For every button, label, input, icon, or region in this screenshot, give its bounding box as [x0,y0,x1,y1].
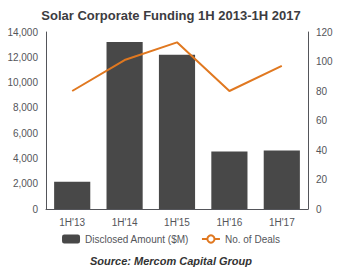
svg-text:40: 40 [316,145,328,156]
svg-text:Solar Corporate Funding 1H 201: Solar Corporate Funding 1H 2013-1H 2017 [41,8,300,23]
svg-text:1H'14: 1H'14 [112,217,138,228]
svg-text:0: 0 [32,204,38,215]
svg-text:10,000: 10,000 [7,77,38,88]
svg-text:14,000: 14,000 [7,27,38,38]
svg-text:Source: Mercom Capital Group: Source: Mercom Capital Group [90,255,252,267]
svg-text:80: 80 [316,86,328,97]
svg-text:2,000: 2,000 [13,178,38,189]
svg-text:120: 120 [316,27,333,38]
svg-text:No. of Deals: No. of Deals [225,234,280,245]
svg-text:1H'15: 1H'15 [164,217,190,228]
svg-text:20: 20 [316,174,328,185]
svg-text:100: 100 [316,56,333,67]
svg-text:4,000: 4,000 [13,153,38,164]
svg-text:0: 0 [316,204,322,215]
svg-text:60: 60 [316,115,328,126]
svg-text:Disclosed Amount ($M): Disclosed Amount ($M) [85,234,188,245]
svg-text:1H'13: 1H'13 [59,217,85,228]
svg-text:6,000: 6,000 [13,128,38,139]
svg-text:1H'16: 1H'16 [216,217,242,228]
svg-text:1H'17: 1H'17 [269,217,295,228]
svg-text:8,000: 8,000 [13,102,38,113]
svg-text:12,000: 12,000 [7,52,38,63]
